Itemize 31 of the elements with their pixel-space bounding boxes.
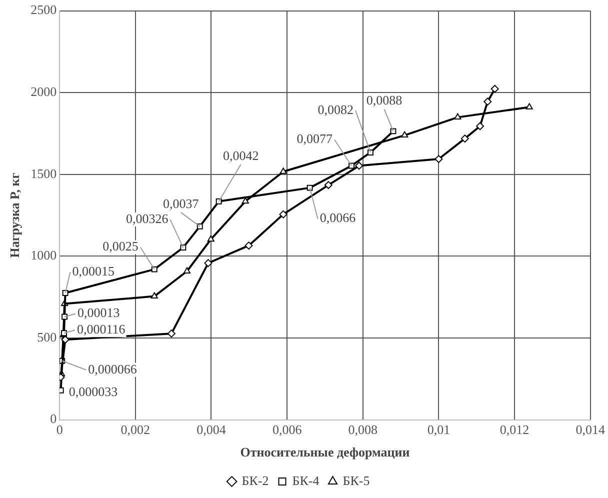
annotation: 0,0077 <box>296 131 334 146</box>
x-tick-label: 0,004 <box>196 422 226 438</box>
legend-label: БК-5 <box>342 472 370 488</box>
x-tick-label: 0,01 <box>427 422 450 438</box>
legend-label: БК-2 <box>242 472 269 488</box>
legend-label: БК-4 <box>292 472 320 488</box>
annotation: 0,0066 <box>320 210 356 226</box>
annotation: 0,00326 <box>126 210 169 226</box>
annotation: 0,00015 <box>72 263 115 278</box>
x-tick-label: 0,014 <box>576 422 606 438</box>
annotation: 0,0042 <box>222 148 259 163</box>
annotation: 0,000116 <box>77 322 126 337</box>
annotation: 0,0025 <box>102 238 138 254</box>
x-axis-title: Относительные деформации <box>240 444 410 460</box>
x-tick-label: 0,012 <box>500 422 530 438</box>
y-axis-title: Нагрузка P, кг <box>7 172 22 258</box>
annotation: 0,0082 <box>318 102 354 117</box>
annotation: 0,000033 <box>68 384 118 399</box>
y-tick-label: 500 <box>37 329 57 344</box>
x-tick-label: 0,006 <box>272 422 302 438</box>
annotation: 0,000066 <box>88 361 138 376</box>
y-tick-label: 0 <box>50 411 57 426</box>
x-tick-label: 0,002 <box>120 422 150 438</box>
x-tick-label: 0,008 <box>348 422 378 438</box>
annotation: 0,0037 <box>163 196 200 211</box>
annotation: 0,00013 <box>78 305 120 320</box>
y-tick-label: 1000 <box>30 248 57 263</box>
y-tick-label: 2000 <box>30 84 57 100</box>
y-tick-label: 1500 <box>30 166 57 181</box>
annotation: 0,0088 <box>366 92 402 108</box>
y-tick-label: 2500 <box>30 2 57 18</box>
